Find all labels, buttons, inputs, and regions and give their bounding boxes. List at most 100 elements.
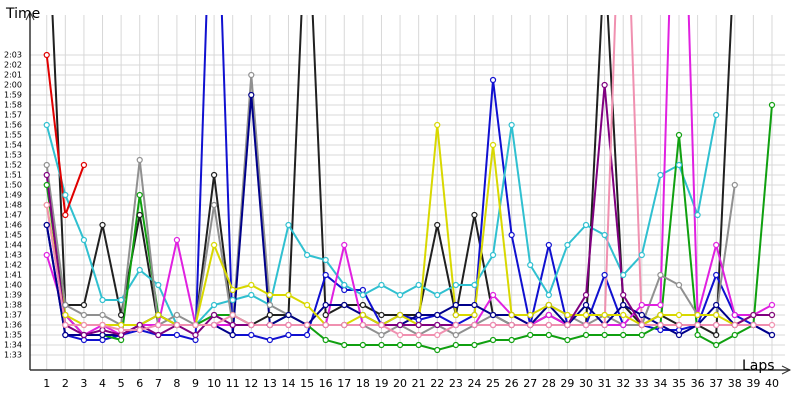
- point: [80, 236, 88, 244]
- x-tick-label: 32: [616, 377, 630, 390]
- point: [489, 291, 497, 299]
- point: [136, 266, 143, 274]
- point: [211, 201, 218, 209]
- x-axis-title: Laps: [742, 358, 775, 374]
- point: [545, 311, 552, 319]
- point: [248, 71, 255, 79]
- point: [471, 311, 478, 319]
- point: [768, 321, 776, 329]
- point: [564, 321, 571, 329]
- point: [99, 326, 106, 334]
- point: [43, 181, 50, 189]
- point: [508, 121, 515, 129]
- point: [173, 311, 181, 319]
- y-tick-label: 1:55: [4, 131, 22, 140]
- y-tick-label: 1:33: [4, 351, 22, 360]
- y-tick-label: 1:39: [4, 291, 22, 300]
- x-tick-label: 33: [635, 377, 649, 390]
- point: [341, 301, 348, 309]
- x-tick-label: 22: [430, 377, 444, 390]
- x-tick-label: 28: [542, 377, 556, 390]
- point: [452, 341, 459, 349]
- y-tick-label: 1:35: [4, 331, 22, 340]
- y-tick-label: 1:48: [4, 201, 22, 210]
- point: [62, 321, 69, 329]
- point: [694, 321, 701, 329]
- x-tick-label: 18: [356, 377, 370, 390]
- point: [359, 286, 366, 294]
- point: [322, 271, 329, 279]
- point: [341, 281, 348, 289]
- point: [173, 321, 181, 329]
- point: [266, 311, 273, 319]
- x-tick-label: 19: [374, 377, 388, 390]
- y-tick-label: 1:54: [4, 141, 22, 150]
- point: [675, 326, 683, 334]
- point: [620, 291, 627, 299]
- point: [638, 251, 645, 259]
- x-tick-label: 23: [449, 377, 463, 390]
- point: [322, 336, 329, 344]
- x-tick-label: 39: [746, 377, 760, 390]
- point: [638, 301, 645, 309]
- point: [601, 231, 608, 239]
- point: [192, 331, 199, 339]
- point: [359, 301, 366, 309]
- point: [99, 321, 106, 329]
- point: [434, 321, 441, 329]
- point: [713, 341, 720, 349]
- point: [99, 311, 106, 319]
- x-tick-label: 21: [412, 377, 426, 390]
- point: [396, 331, 404, 339]
- x-tick-label: 13: [263, 377, 277, 390]
- point: [527, 331, 534, 339]
- point: [80, 321, 88, 329]
- point: [620, 321, 627, 329]
- point: [582, 221, 590, 229]
- x-tick-label: 10: [207, 377, 221, 390]
- point: [266, 301, 273, 309]
- point: [396, 341, 404, 349]
- series-line: [45, 15, 773, 342]
- point: [731, 181, 738, 189]
- y-tick-label: 1:52: [4, 161, 22, 170]
- point: [99, 331, 106, 339]
- point: [173, 236, 181, 244]
- point: [434, 331, 441, 339]
- point: [675, 131, 683, 139]
- point: [229, 286, 236, 294]
- point: [489, 76, 497, 84]
- point: [527, 321, 534, 329]
- point: [731, 331, 738, 339]
- point: [378, 331, 385, 339]
- x-tick-label: 24: [467, 377, 481, 390]
- y-tick-label: 2:03: [4, 51, 22, 60]
- point: [731, 311, 738, 319]
- point: [508, 231, 515, 239]
- point: [452, 321, 459, 329]
- point: [601, 271, 608, 279]
- point: [601, 311, 608, 319]
- x-tick-label: 30: [579, 377, 593, 390]
- x-tick-label: 7: [155, 377, 162, 390]
- point: [359, 291, 366, 299]
- point: [155, 281, 162, 289]
- y-tick-label: 1:41: [4, 271, 22, 280]
- x-tick-label: 5: [118, 377, 125, 390]
- point: [285, 321, 292, 329]
- point: [471, 301, 478, 309]
- point: [582, 311, 590, 319]
- point: [266, 336, 273, 344]
- point: [211, 321, 218, 329]
- point: [378, 321, 385, 329]
- point: [750, 321, 757, 329]
- point: [731, 321, 738, 329]
- point: [322, 311, 329, 319]
- point: [62, 331, 69, 339]
- x-tick-label: 4: [99, 377, 106, 390]
- point: [192, 336, 199, 344]
- point: [471, 341, 478, 349]
- point: [62, 211, 69, 219]
- point: [396, 321, 404, 329]
- point: [489, 336, 497, 344]
